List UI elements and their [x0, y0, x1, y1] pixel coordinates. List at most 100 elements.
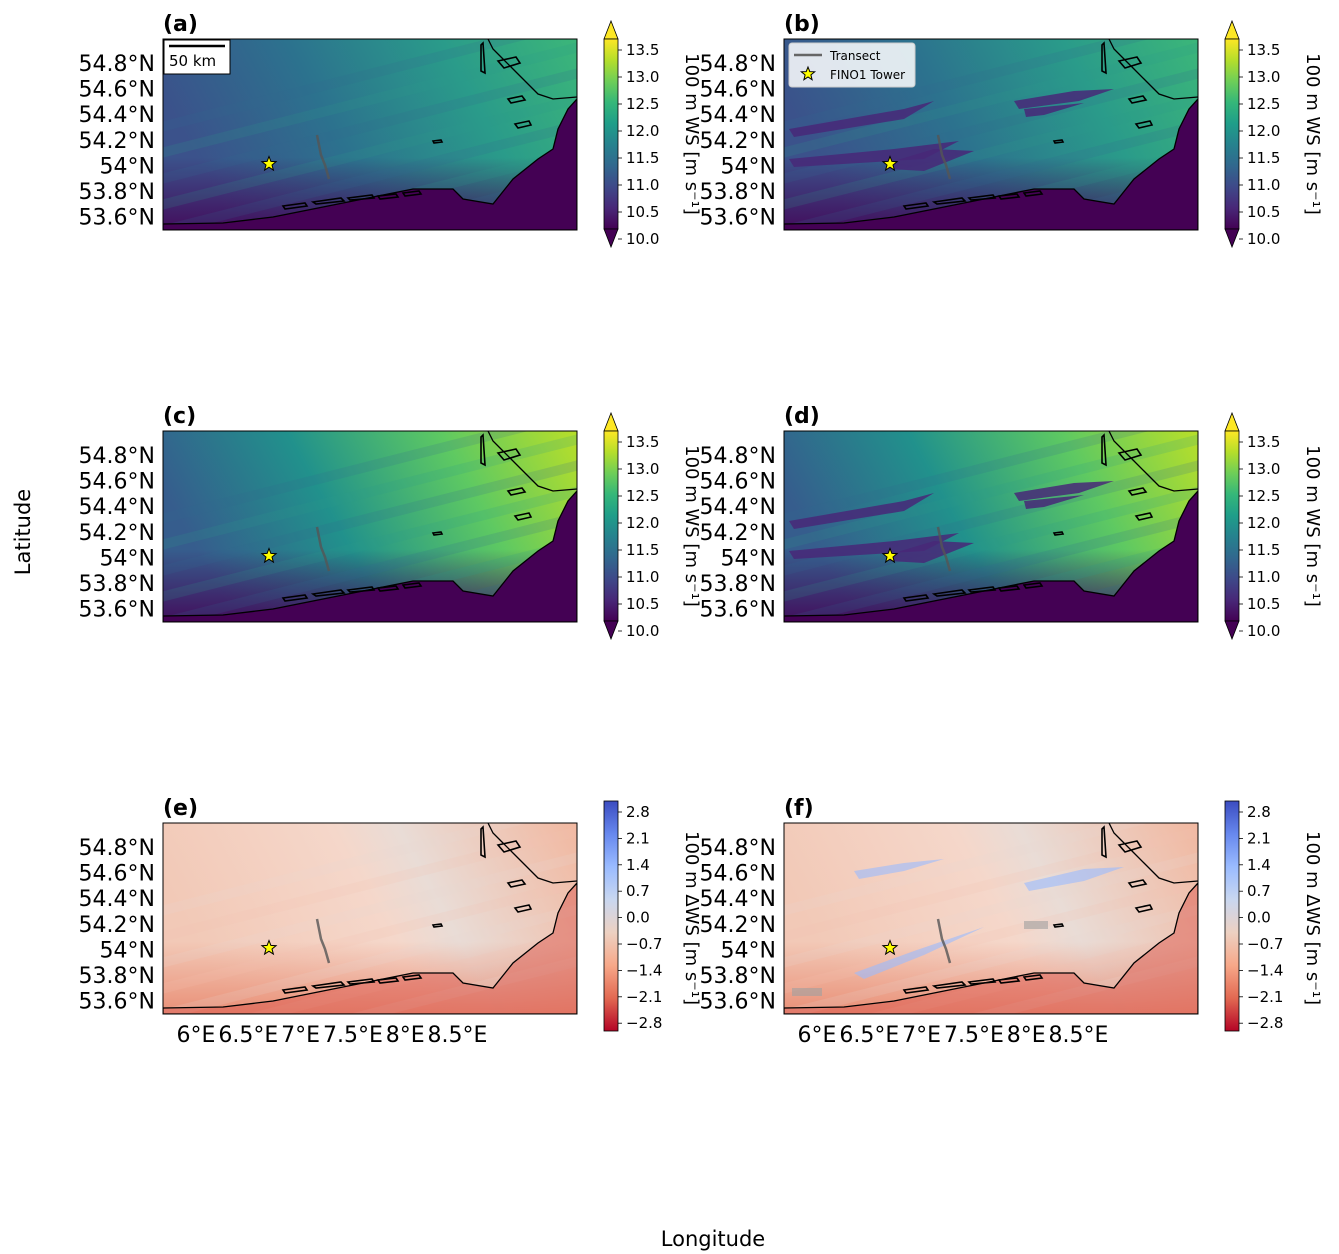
- map-frame: [783, 38, 1199, 231]
- fino1-tower-marker: [260, 939, 278, 956]
- colorbar-tick-label: 11.5: [1247, 149, 1280, 167]
- island-outline: [967, 978, 997, 985]
- wind-farm-wake: [1014, 481, 1114, 501]
- lat-tick-label: 53.6°N: [79, 206, 155, 231]
- colorbar-gradient: [1224, 430, 1240, 622]
- island-outline: [997, 977, 1021, 984]
- map-panel-e: (e) 54.8°N54.6°N54.4°N54.2°N54°N53.8°N53.…: [79, 796, 702, 1048]
- wind-farm-wake: [789, 141, 959, 167]
- coastline: [163, 490, 577, 622]
- colorbar-tick-label: 2.8: [626, 803, 650, 821]
- colorbar-label: 100 m ΔWS [m s⁻¹]: [1302, 831, 1323, 1005]
- flow-streak: [784, 120, 1198, 230]
- panel-label: (c): [163, 404, 196, 429]
- lon-tick-label: 6.5°E: [839, 1023, 899, 1048]
- island-outline: [376, 193, 400, 200]
- lat-tick-label: 54°N: [721, 938, 776, 963]
- colorbar-tick-label: 10.5: [1247, 203, 1280, 221]
- lat-tick-label: 53.8°N: [700, 964, 776, 989]
- x-axis-label: Longitude: [661, 1227, 765, 1251]
- lat-tick-label: 54.4°N: [79, 103, 155, 128]
- flow-streak: [163, 823, 529, 916]
- lat-tick-label: 54.4°N: [79, 887, 155, 912]
- island-outline: [401, 974, 423, 981]
- colorbar-gradient: [1224, 38, 1240, 230]
- flow-streak: [163, 434, 577, 550]
- colorbar-tick-label: 13.5: [626, 41, 659, 59]
- island-outline: [513, 904, 533, 913]
- panel-label: (e): [163, 796, 198, 821]
- lat-tick-label: 54.6°N: [700, 78, 776, 103]
- flow-streak: [784, 431, 1150, 524]
- map-panel-a: (a) 54.8°N54.6°N54.4°N54.2°N54°N53.8°N53.…: [79, 12, 702, 249]
- colorbar-tick-label: 13.5: [626, 433, 659, 451]
- flow-streak: [784, 39, 1150, 132]
- panel-label: (b): [784, 12, 820, 37]
- lat-tick-label: 53.8°N: [700, 180, 776, 205]
- transect-line: [315, 918, 331, 964]
- coastline: [1108, 823, 1198, 884]
- lon-tick-label: 6°E: [798, 1023, 837, 1048]
- colorbar-gradient: [1224, 800, 1240, 1032]
- colorbar-tick-label: 11.5: [626, 541, 659, 559]
- coastline: [163, 98, 577, 230]
- island-outline: [1022, 190, 1044, 197]
- colorbar-gradient: [603, 430, 619, 622]
- lat-tick-label: 53.8°N: [79, 964, 155, 989]
- colorbar-extend-min: [1224, 620, 1240, 641]
- wind-farm-wake: [1024, 867, 1124, 891]
- lat-tick-label: 54°N: [100, 154, 155, 179]
- colorbar-tick-label: 12.5: [1247, 487, 1280, 505]
- lat-tick-label: 54°N: [100, 546, 155, 571]
- flow-streak: [163, 512, 577, 622]
- lat-tick-label: 53.8°N: [79, 180, 155, 205]
- colorbar-label: 100 m WS [m s⁻¹]: [1302, 53, 1323, 215]
- wind-farm-wake: [889, 541, 974, 563]
- colorbar-tick-label: 12.0: [626, 514, 659, 532]
- flow-streak: [163, 42, 577, 158]
- colorbar-tick-label: 2.1: [1247, 829, 1271, 847]
- island-outline: [431, 531, 444, 536]
- island-outline: [1052, 531, 1065, 536]
- flow-streak: [784, 94, 1198, 210]
- colorbar-b: 13.5 13.0 12.5 12.0 11.5 11.0 10.5 10.0 100 m WS…: [1224, 19, 1323, 249]
- colorbar-extend-max: [1224, 19, 1240, 40]
- colorbar-tick-label: 10.5: [626, 595, 659, 613]
- colorbar-tick-label: 0.7: [626, 882, 650, 900]
- wind-farm-wake: [1024, 103, 1084, 117]
- island-outline: [1117, 56, 1143, 69]
- panel-label: (a): [163, 12, 198, 37]
- lat-tick-label: 54.8°N: [700, 444, 776, 469]
- lat-tick-label: 54.6°N: [79, 470, 155, 495]
- island-outline: [513, 512, 533, 521]
- lat-tick-label: 54.6°N: [700, 470, 776, 495]
- lat-tick-label: 54.6°N: [79, 862, 155, 887]
- colorbar-tick-label: 2.1: [626, 829, 650, 847]
- lon-tick-label: 8°E: [386, 1023, 425, 1048]
- colorbar-tick-label: 12.0: [626, 122, 659, 140]
- island-outline: [967, 194, 997, 201]
- colorbar-tick-label: 1.4: [626, 856, 650, 874]
- flow-streak: [247, 930, 577, 1014]
- coastline: [487, 823, 577, 884]
- colorbar-tick-label: 10.0: [1247, 230, 1280, 248]
- lon-tick-label: 7°E: [281, 1023, 320, 1048]
- flow-streak: [349, 956, 577, 1014]
- wind-farm-area: [1024, 921, 1048, 929]
- colorbar-tick-label: 13.0: [626, 460, 659, 478]
- transect-line: [936, 526, 952, 572]
- island-outline: [1127, 879, 1148, 888]
- island-outline: [401, 582, 423, 589]
- island-outline: [480, 825, 486, 859]
- colorbar-tick-label: −2.1: [626, 988, 662, 1006]
- island-outline: [1101, 41, 1107, 75]
- colorbar-tick-label: 0.7: [1247, 882, 1271, 900]
- colorbar-label: 100 m ΔWS [m s⁻¹]: [681, 831, 702, 1005]
- island-outline: [997, 193, 1021, 200]
- lat-tick-label: 54.6°N: [79, 78, 155, 103]
- legend-tower-swatch: [799, 65, 817, 81]
- lat-tick-label: 53.6°N: [79, 990, 155, 1015]
- lat-tick-label: 54.8°N: [700, 836, 776, 861]
- island-outline: [346, 978, 376, 985]
